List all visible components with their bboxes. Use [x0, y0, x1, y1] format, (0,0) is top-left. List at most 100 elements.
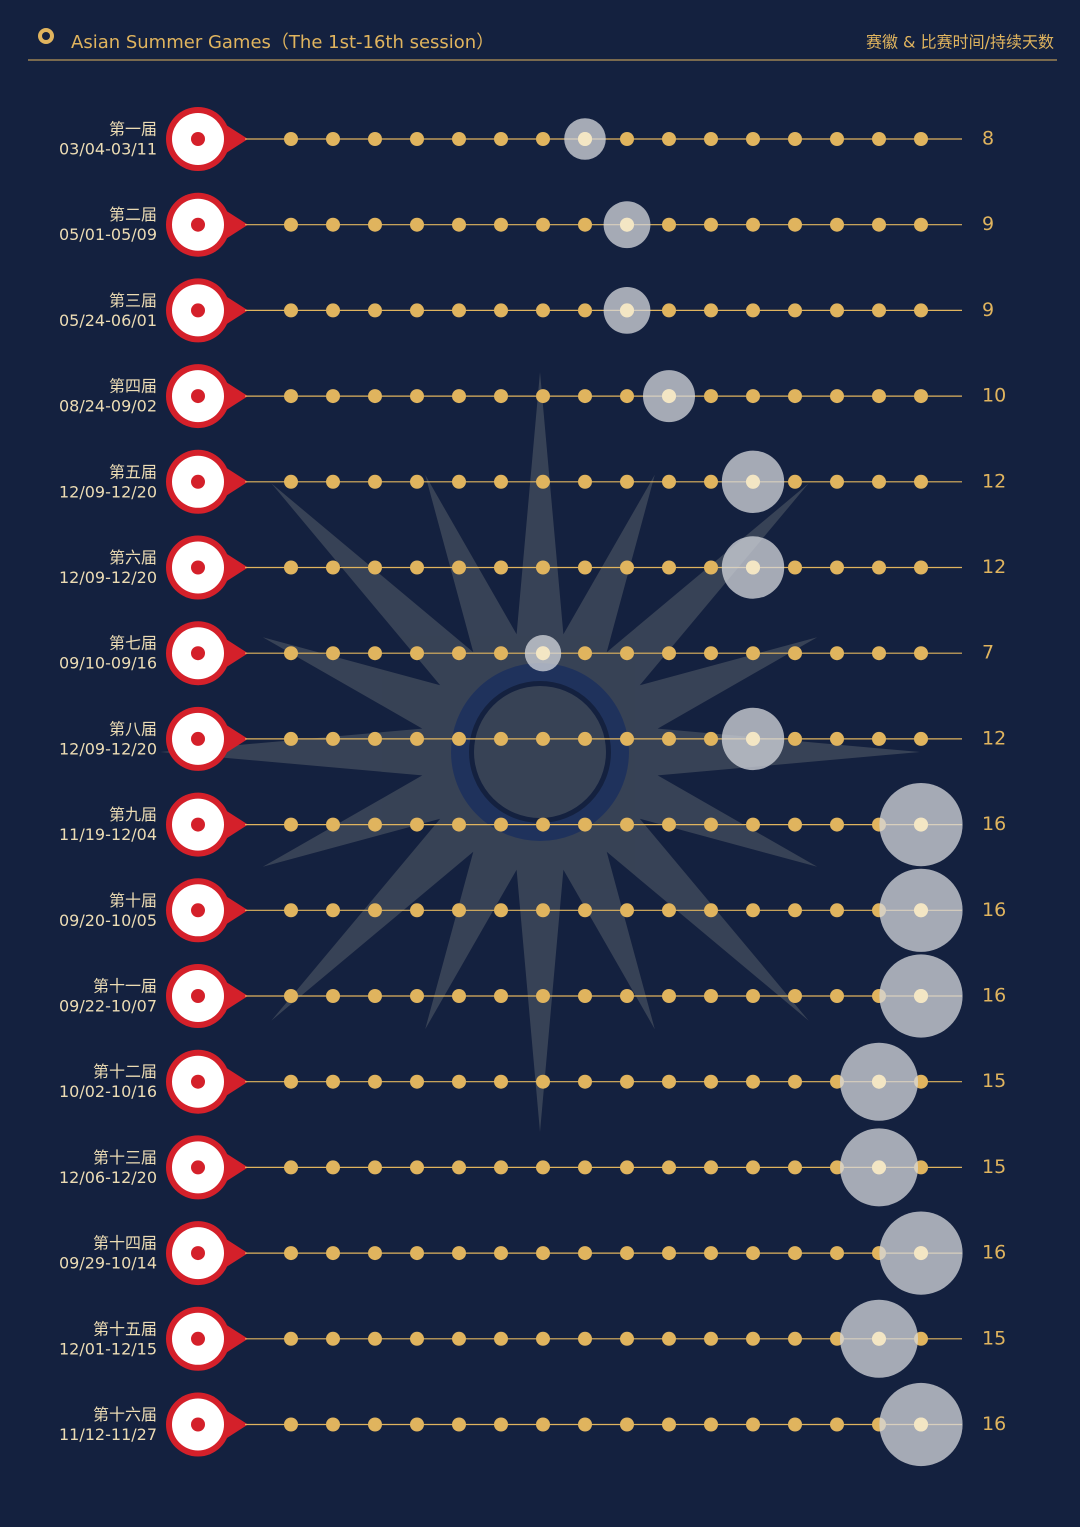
dot: [368, 474, 382, 489]
dot: [914, 560, 928, 575]
dot: [452, 1246, 466, 1261]
dot: [578, 1246, 592, 1261]
dot: [704, 217, 718, 232]
dot: [746, 903, 760, 918]
dot: [284, 474, 298, 489]
dot: [536, 217, 550, 232]
dot: [620, 817, 634, 832]
dot: [704, 1331, 718, 1346]
dot: [368, 303, 382, 318]
dot: [368, 817, 382, 832]
dot: [872, 389, 886, 404]
session-label: 第七届: [109, 634, 157, 653]
dot: [326, 646, 340, 661]
dot: [830, 560, 844, 575]
session-label: 第一届: [109, 120, 157, 139]
date-label: 09/10-09/16: [59, 654, 157, 673]
emblem-sun: [191, 389, 205, 404]
bubble-center: [914, 1246, 928, 1261]
date-label: 11/12-11/27: [59, 1425, 157, 1444]
bubble-center: [662, 389, 676, 404]
dot: [326, 1331, 340, 1346]
date-label: 05/24-06/01: [59, 311, 157, 330]
dot: [536, 1417, 550, 1432]
dot: [788, 1331, 802, 1346]
dot: [326, 1246, 340, 1261]
dot: [830, 989, 844, 1003]
dot: [452, 1331, 466, 1346]
dot: [746, 1160, 760, 1175]
value-label: 16: [982, 985, 1006, 1007]
dot: [662, 1160, 676, 1175]
emblem-sun: [191, 132, 205, 146]
dot: [536, 1246, 550, 1261]
dot: [872, 217, 886, 232]
dot: [704, 560, 718, 575]
dot: [284, 903, 298, 918]
dot: [746, 1417, 760, 1432]
emblem-sun: [191, 989, 205, 1003]
dot: [284, 303, 298, 318]
dot: [578, 731, 592, 746]
dot: [746, 646, 760, 661]
session-label: 第五届: [109, 462, 157, 481]
dot: [788, 731, 802, 746]
dot: [662, 989, 676, 1003]
dot: [494, 1246, 508, 1261]
dot: [368, 132, 382, 146]
dot: [704, 1246, 718, 1261]
dot: [494, 132, 508, 146]
session-label: 第六届: [109, 548, 157, 567]
dot: [452, 817, 466, 832]
date-label: 03/04-03/11: [59, 140, 157, 159]
dot: [410, 646, 424, 661]
emblem-sun: [191, 903, 205, 918]
dot: [284, 217, 298, 232]
dot: [746, 132, 760, 146]
dot: [704, 989, 718, 1003]
dot: [872, 560, 886, 575]
dot: [410, 1417, 424, 1432]
dot: [620, 1417, 634, 1432]
dot: [704, 646, 718, 661]
bubble-center: [914, 903, 928, 918]
dot: [704, 903, 718, 918]
session-label: 第十三届: [93, 1148, 157, 1167]
emblem-sun: [191, 646, 205, 661]
dot: [704, 474, 718, 489]
dot: [536, 303, 550, 318]
dot: [788, 903, 802, 918]
dot: [410, 1160, 424, 1175]
dot: [494, 1417, 508, 1432]
dot: [368, 1331, 382, 1346]
dot: [578, 1160, 592, 1175]
session-label: 第十六届: [93, 1405, 157, 1424]
emblem-sun: [191, 817, 205, 832]
dot: [620, 731, 634, 746]
session-label: 第十四届: [93, 1234, 157, 1253]
dot: [620, 989, 634, 1003]
dot: [620, 903, 634, 918]
dot: [494, 1160, 508, 1175]
session-label: 第二届: [109, 205, 157, 224]
bubble-center: [746, 560, 760, 575]
dot: [578, 903, 592, 918]
dot: [536, 1331, 550, 1346]
dot: [494, 217, 508, 232]
session-label: 第九届: [109, 805, 157, 824]
dot: [620, 389, 634, 404]
dot: [494, 389, 508, 404]
dot: [284, 731, 298, 746]
emblem-sun: [191, 1417, 205, 1432]
dot: [704, 132, 718, 146]
dot: [578, 560, 592, 575]
dot: [410, 389, 424, 404]
dot: [284, 132, 298, 146]
dot: [578, 217, 592, 232]
dot: [536, 132, 550, 146]
dot: [452, 646, 466, 661]
emblem-sun: [191, 731, 205, 746]
emblem-sun: [191, 217, 205, 232]
dot: [494, 989, 508, 1003]
